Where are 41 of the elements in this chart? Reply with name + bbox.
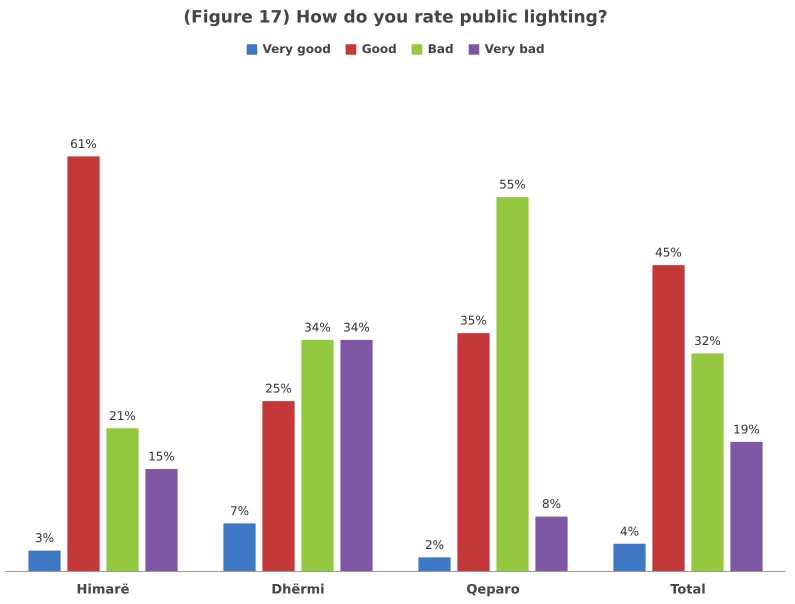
data-label: 32% [694,334,721,348]
data-label: 34% [304,320,331,334]
data-label: 15% [148,450,175,464]
bar [67,156,100,572]
x-tick-label: Qeparo [466,582,520,598]
x-tick-label: Dhërmi [271,582,325,598]
legend-label: Good [362,42,397,56]
bar [652,265,685,572]
bar [535,516,568,572]
data-label: 2% [424,538,444,552]
bar [730,442,763,572]
bar [145,469,178,572]
x-tick-label: Total [670,582,706,598]
x-tick-label: Himarë [76,582,130,598]
data-label: 45% [655,246,682,260]
data-label: 4% [620,524,640,538]
data-label: 35% [460,314,487,328]
data-label: 19% [733,422,760,436]
bar [340,340,373,572]
data-label: 34% [343,320,370,334]
bar [691,353,724,572]
bar [28,550,61,572]
legend-label: Very bad [484,42,545,56]
legend-label: Bad [428,42,454,56]
bar [262,401,295,572]
data-label: 21% [109,408,136,423]
data-label: 3% [34,531,54,546]
data-label: 8% [542,497,562,512]
data-label: 7% [230,504,250,518]
bar [301,340,334,572]
bar [496,197,529,572]
data-label: 55% [499,178,526,192]
bar [223,523,256,572]
legend-label: Very good [262,42,331,56]
bar [457,333,490,572]
data-label: 61% [70,136,97,151]
bar [613,544,646,572]
bar [106,428,139,572]
data-label: 25% [265,382,292,396]
bar [418,557,451,572]
chart-title: (Figure 17) How do you rate public lighting? [183,8,608,28]
